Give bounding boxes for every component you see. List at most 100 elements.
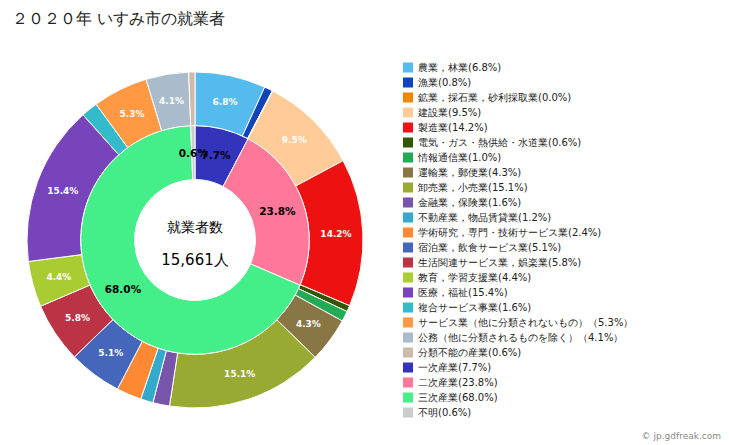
ring	[27, 72, 363, 408]
legend-item: 不明(0.6%)	[403, 407, 471, 418]
legend-label: 医療，福祉(15.4%)	[418, 287, 508, 298]
data-label: 5.8%	[65, 313, 90, 323]
data-label: 15.1%	[224, 369, 255, 379]
legend-item: 複合サービス事業(1.6%)	[403, 302, 531, 313]
data-label: 23.8%	[259, 205, 296, 217]
slice	[81, 126, 300, 354]
legend-swatch	[403, 123, 413, 133]
legend-item: 運輸業，郵便業(4.3%)	[403, 167, 521, 178]
slice	[189, 72, 195, 126]
legend-swatch	[403, 333, 413, 343]
legend-item: 生活関連サービス業，娯楽業(5.8%)	[403, 257, 581, 268]
legend-swatch	[403, 108, 413, 118]
legend-swatch	[403, 153, 413, 163]
legend-label: 製造業(14.2%)	[418, 122, 488, 133]
legend-item: 医療，福祉(15.4%)	[403, 287, 508, 298]
legend-swatch	[403, 258, 413, 268]
legend-item: 建設業(9.5%)	[403, 107, 481, 118]
data-label: 14.2%	[320, 229, 351, 239]
legend-label: 宿泊業，飲食サービス業(5.1%)	[418, 242, 561, 253]
legend-item: 分類不能の産業(0.6%)	[403, 347, 521, 358]
data-label: 4.4%	[46, 272, 71, 282]
legend-swatch	[403, 378, 413, 388]
data-label: 5.1%	[98, 348, 123, 358]
legend-item: 公務（他に分類されるものを除く）（4.1%）	[403, 332, 623, 343]
legend-item: 宿泊業，飲食サービス業(5.1%)	[403, 242, 561, 253]
legend-label: 教育，学習支援業(4.4%)	[418, 272, 531, 283]
legend-swatch	[403, 363, 413, 373]
data-label: 0.6%	[179, 147, 209, 159]
legend-item: 情報通信業(1.0%)	[403, 152, 501, 163]
data-label: 68.0%	[105, 283, 142, 295]
legend-swatch	[403, 63, 413, 73]
legend-item: 製造業(14.2%)	[403, 122, 488, 133]
legend-label: 生活関連サービス業，娯楽業(5.8%)	[418, 257, 581, 268]
legend-item: 農業，林業(6.8%)	[403, 62, 501, 73]
legend-label: 複合サービス事業(1.6%)	[418, 302, 531, 313]
legend-label: 情報通信業(1.0%)	[417, 152, 501, 163]
legend-item: サービス業（他に分類されないもの）（5.3%）	[403, 317, 633, 328]
title: ２０２０年 いすみ市の就業者	[12, 9, 225, 28]
legend-label: 建設業(9.5%)	[417, 107, 481, 118]
legend-label: 電気・ガス・熱供給・水道業(0.6%)	[418, 137, 581, 148]
center-label: 就業者数	[167, 219, 223, 235]
legend-swatch	[403, 168, 413, 178]
legend-item: 不動産業，物品賃貸業(1.2%)	[403, 212, 551, 223]
legend-item: 電気・ガス・熱供給・水道業(0.6%)	[403, 137, 581, 148]
legend-swatch	[403, 243, 413, 253]
donut: 6.8% 9.5% 14.2% 4.3% 15.1% 5.1% 5.8% 4.4% 15.4% 5…	[27, 72, 363, 408]
legend-swatch	[403, 213, 413, 223]
legend-item: 教育，学習支援業(4.4%)	[403, 272, 531, 283]
legend-label: 農業，林業(6.8%)	[418, 62, 501, 73]
legend-swatch	[403, 198, 413, 208]
legend-item: 鉱業，採石業，砂利採取業(0.0%)	[403, 92, 571, 103]
legend-swatch	[403, 318, 413, 328]
legend-label: 漁業(0.8%)	[418, 77, 471, 88]
data-label: 9.5%	[282, 135, 307, 145]
legend-swatch	[403, 138, 413, 148]
data-label: 4.1%	[159, 96, 184, 106]
data-label: 4.3%	[296, 319, 321, 329]
legend-item: 三次産業(68.0%)	[403, 392, 498, 403]
legend-label: 二次産業(23.8%)	[418, 377, 498, 388]
legend-swatch	[403, 393, 413, 403]
watermark: © jp.gdfreak.com	[642, 431, 721, 441]
legend-label: 学術研究，専門・技術サービス業(2.4%)	[418, 227, 601, 238]
legend-swatch	[403, 288, 413, 298]
legend-item: 金融業，保険業(1.6%)	[403, 197, 521, 208]
legend-item: 卸売業，小売業(15.1%)	[403, 182, 528, 193]
legend-label: 不動産業，物品賃貸業(1.2%)	[418, 212, 551, 223]
legend-label: 分類不能の産業(0.6%)	[418, 347, 521, 358]
legend-swatch	[403, 303, 413, 313]
legend-swatch	[403, 78, 413, 88]
legend-label: 運輸業，郵便業(4.3%)	[418, 167, 521, 178]
legend: 農業，林業(6.8%) 漁業(0.8%) 鉱業，採石業，砂利採取業(0.0%) 建設業…	[403, 62, 633, 418]
legend-label: 卸売業，小売業(15.1%)	[418, 182, 528, 193]
legend-swatch	[403, 408, 413, 418]
legend-label: 不明(0.6%)	[418, 407, 471, 418]
center-label: 15,661人	[161, 251, 229, 269]
slice	[146, 72, 191, 131]
legend-item: 漁業(0.8%)	[403, 77, 471, 88]
data-label: 5.3%	[120, 109, 145, 119]
legend-swatch	[403, 348, 413, 358]
legend-item: 一次産業(7.7%)	[403, 362, 491, 373]
legend-swatch	[403, 273, 413, 283]
legend-label: サービス業（他に分類されないもの）（5.3%）	[418, 317, 633, 328]
data-label: 6.8%	[212, 97, 237, 107]
legend-label: 金融業，保険業(1.6%)	[418, 197, 521, 208]
legend-swatch	[403, 228, 413, 238]
data-label: 15.4%	[47, 186, 78, 196]
legend-label: 鉱業，採石業，砂利採取業(0.0%)	[418, 92, 571, 103]
legend-label: 一次産業(7.7%)	[418, 362, 491, 373]
slice	[28, 255, 90, 307]
legend-label: 公務（他に分類されるものを除く）（4.1%）	[418, 332, 623, 343]
slice	[223, 139, 309, 285]
legend-item: 二次産業(23.8%)	[403, 377, 498, 388]
legend-label: 三次産業(68.0%)	[418, 392, 498, 403]
chart: ２０２０年 いすみ市の就業者 6.8% 9.5% 14.2% 4.3% 15.1% 5.1%…	[0, 0, 729, 445]
legend-item: 学術研究，専門・技術サービス業(2.4%)	[403, 227, 601, 238]
legend-swatch	[403, 183, 413, 193]
legend-swatch	[403, 93, 413, 103]
ring	[81, 126, 309, 354]
